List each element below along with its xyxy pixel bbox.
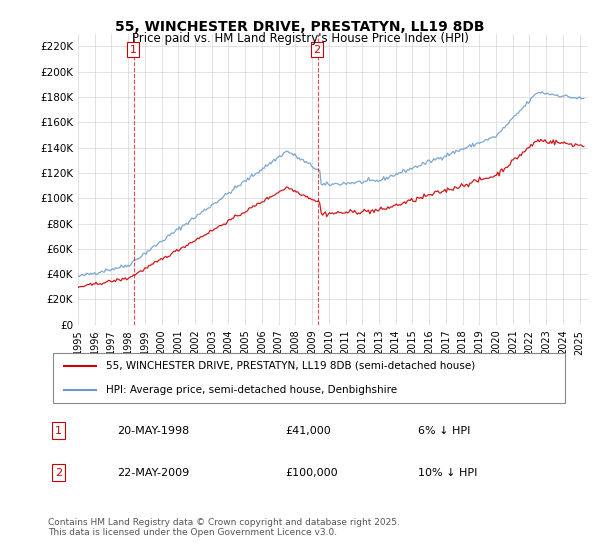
Text: HPI: Average price, semi-detached house, Denbighshire: HPI: Average price, semi-detached house,… (106, 385, 397, 395)
Text: 1: 1 (55, 426, 62, 436)
Text: 2: 2 (55, 468, 62, 478)
Text: 2: 2 (313, 45, 320, 54)
Text: Contains HM Land Registry data © Crown copyright and database right 2025.
This d: Contains HM Land Registry data © Crown c… (48, 518, 400, 538)
Text: 55, WINCHESTER DRIVE, PRESTATYN, LL19 8DB: 55, WINCHESTER DRIVE, PRESTATYN, LL19 8D… (115, 20, 485, 34)
Text: 10% ↓ HPI: 10% ↓ HPI (418, 468, 477, 478)
Text: 55, WINCHESTER DRIVE, PRESTATYN, LL19 8DB (semi-detached house): 55, WINCHESTER DRIVE, PRESTATYN, LL19 8D… (106, 361, 475, 371)
Text: £100,000: £100,000 (286, 468, 338, 478)
FancyBboxPatch shape (53, 353, 565, 403)
Text: £41,000: £41,000 (286, 426, 331, 436)
Text: Price paid vs. HM Land Registry's House Price Index (HPI): Price paid vs. HM Land Registry's House … (131, 32, 469, 45)
Text: 1: 1 (130, 45, 136, 54)
Text: 20-MAY-1998: 20-MAY-1998 (116, 426, 189, 436)
Text: 22-MAY-2009: 22-MAY-2009 (116, 468, 189, 478)
Text: 6% ↓ HPI: 6% ↓ HPI (418, 426, 470, 436)
